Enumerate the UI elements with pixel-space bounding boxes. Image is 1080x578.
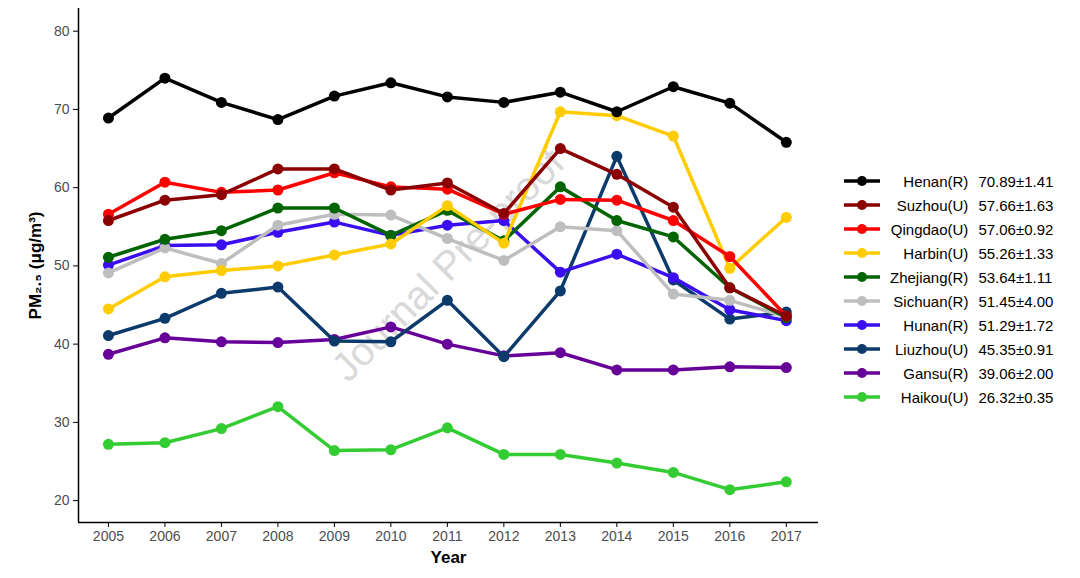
html-text:Henan(R): Henan(R) [903, 172, 969, 190]
svg-text:20: 20 [54, 492, 70, 508]
html-text:Liuzhou(U): Liuzhou(U) [895, 340, 969, 358]
html-text:Sichuan(R): Sichuan(R) [893, 292, 969, 310]
svg-text:2005: 2005 [93, 528, 124, 544]
svg-text:Year: Year [431, 548, 467, 567]
svg-text:2008: 2008 [262, 528, 293, 544]
html-text:Harbin(U): Harbin(U) [903, 244, 969, 262]
html-text:51.29±1.72: 51.29±1.72 [978, 316, 1054, 334]
svg-text:40: 40 [54, 336, 70, 352]
svg-text:Journal Pre-proof: Journal Pre-proof [322, 139, 573, 390]
html-text:51.45±4.00: 51.45±4.00 [978, 292, 1054, 310]
svg-text:2006: 2006 [149, 528, 180, 544]
svg-text:2007: 2007 [206, 528, 237, 544]
svg-text:30: 30 [54, 414, 70, 430]
svg-text:60: 60 [54, 179, 70, 195]
svg-text:50: 50 [54, 257, 70, 273]
svg-text:2013: 2013 [545, 528, 576, 544]
svg-text:PM₂.₅ (μg/m³): PM₂.₅ (μg/m³) [26, 212, 45, 320]
html-text:57.66±1.63: 57.66±1.63 [978, 196, 1054, 214]
html-text:26.32±0.35: 26.32±0.35 [978, 388, 1054, 406]
svg-text:2012: 2012 [488, 528, 519, 544]
html-text:Hunan(R): Hunan(R) [903, 316, 969, 334]
svg-text:2015: 2015 [658, 528, 689, 544]
svg-text:2010: 2010 [375, 528, 406, 544]
svg-text:2017: 2017 [771, 528, 802, 544]
html-text:53.64±1.11: 53.64±1.11 [978, 268, 1053, 286]
html-text:45.35±0.91: 45.35±0.91 [978, 340, 1054, 358]
html-text:Gansu(R): Gansu(R) [903, 364, 969, 382]
html-text:Qingdao(U): Qingdao(U) [890, 220, 969, 238]
html-text:Suzhou(U): Suzhou(U) [896, 196, 969, 214]
svg-text:2011: 2011 [432, 528, 462, 544]
html-text:70.89±1.41: 70.89±1.41 [978, 172, 1054, 190]
svg-text:2014: 2014 [601, 528, 632, 544]
svg-text:2009: 2009 [319, 528, 350, 544]
html-text:57.06±0.92: 57.06±0.92 [978, 220, 1054, 238]
html-text:Zhejiang(R): Zhejiang(R) [890, 268, 969, 286]
html-text:Haikou(U): Haikou(U) [900, 388, 969, 406]
html-text:55.26±1.33: 55.26±1.33 [978, 244, 1054, 262]
html-text:39.06±2.00: 39.06±2.00 [978, 364, 1054, 382]
svg-text:80: 80 [54, 23, 70, 39]
svg-text:2016: 2016 [714, 528, 745, 544]
svg-text:70: 70 [54, 101, 70, 117]
